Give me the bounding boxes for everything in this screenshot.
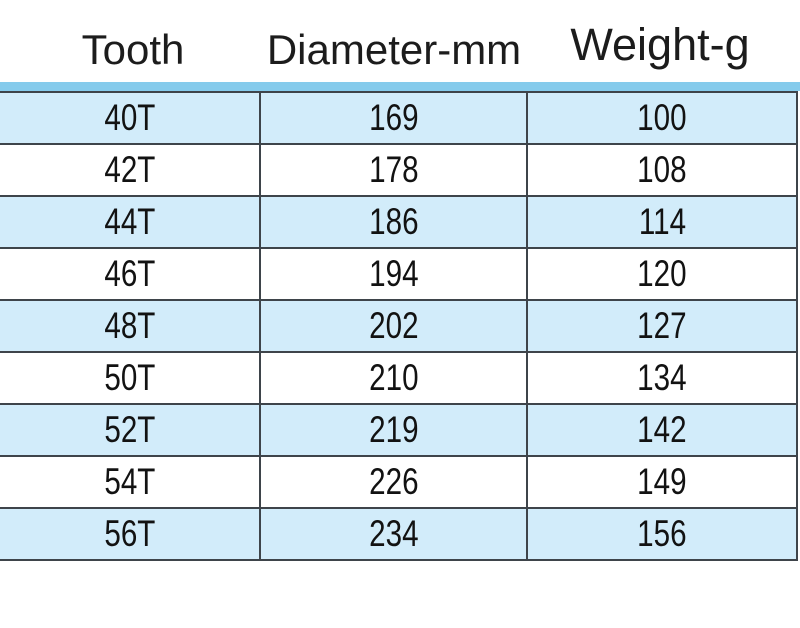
column-header-diameter: Diameter-mm [266,26,522,73]
cell-tooth: 44T [0,195,261,249]
cell-weight: 108 [527,143,798,197]
table-row: 50T 210 134 [0,351,798,405]
table-row: 44T 186 114 [0,195,798,249]
cell-diameter: 210 [260,351,528,405]
cell-diameter: 234 [260,507,528,561]
cell-diameter: 178 [260,143,528,197]
table-row: 42T 178 108 [0,143,798,197]
cell-tooth: 52T [0,403,261,457]
cell-weight: 156 [527,507,798,561]
cell-diameter: 219 [260,403,528,457]
cell-weight: 127 [527,299,798,353]
cell-weight: 134 [527,351,798,405]
cell-diameter: 202 [260,299,528,353]
cell-weight: 120 [527,247,798,301]
cell-tooth: 42T [0,143,261,197]
column-header-tooth: Tooth [81,26,185,73]
cell-weight: 149 [527,455,798,509]
table-row: 46T 194 120 [0,247,798,301]
column-header-weight: Weight-g [570,19,750,70]
cell-tooth: 54T [0,455,261,509]
spec-table: 40T 169 100 42T 178 108 44T 186 114 46T … [0,91,798,561]
cell-tooth: 50T [0,351,261,405]
cell-diameter: 226 [260,455,528,509]
cell-weight: 100 [527,91,798,145]
cell-tooth: 48T [0,299,261,353]
table-row: 54T 226 149 [0,455,798,509]
cell-tooth: 40T [0,91,261,145]
cell-tooth: 56T [0,507,261,561]
cell-weight: 114 [527,195,798,249]
cell-diameter: 169 [260,91,528,145]
table-header: Tooth Diameter-mm Weight-g [0,0,800,82]
table-row: 52T 219 142 [0,403,798,457]
table-row: 48T 202 127 [0,299,798,353]
cell-diameter: 194 [260,247,528,301]
accent-bar [0,82,800,91]
cell-diameter: 186 [260,195,528,249]
cell-tooth: 46T [0,247,261,301]
table-row: 40T 169 100 [0,91,798,145]
cell-weight: 142 [527,403,798,457]
table-row: 56T 234 156 [0,507,798,561]
